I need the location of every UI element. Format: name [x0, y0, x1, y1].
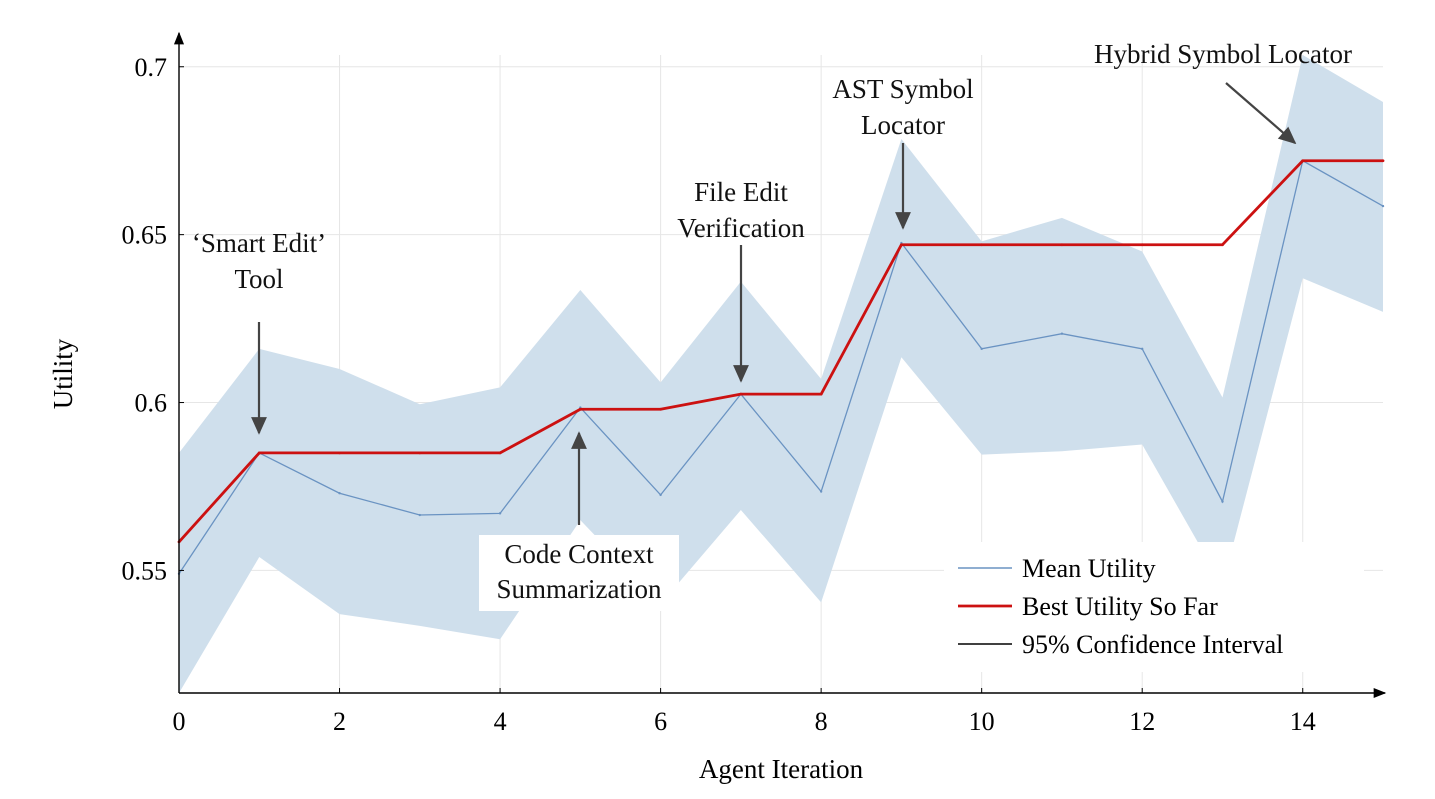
x-tick-label: 6 — [654, 707, 667, 736]
annotation-label: Verification — [677, 213, 805, 243]
annotation: File Edit Verification — [677, 177, 805, 383]
mean-utility-point — [659, 493, 662, 497]
y-tick-label: 0.65 — [122, 221, 168, 250]
annotation-arrow — [1225, 82, 1297, 145]
x-tick-label: 4 — [494, 707, 507, 736]
annotation-label: Tool — [234, 264, 283, 294]
annotation-label: Hybrid Symbol Locator — [1094, 39, 1352, 69]
x-tick-label: 14 — [1290, 707, 1316, 736]
legend-item: 95% Confidence Interval — [958, 630, 1283, 659]
x-tick-label: 2 — [333, 707, 346, 736]
annotation-label: Locator — [861, 110, 945, 140]
x-tick-label: 10 — [969, 707, 995, 736]
annotation: AST Symbol Locator — [832, 74, 974, 230]
y-axis-title: Utility — [48, 338, 78, 409]
best-utility-point — [418, 451, 422, 455]
annotation-label: File Edit — [694, 177, 788, 207]
annotation-label: Code Context — [504, 539, 654, 569]
best-utility-point — [900, 243, 903, 247]
mean-utility-point — [338, 492, 341, 495]
legend: Mean Utility Best Utility So Far 95% Confi… — [944, 542, 1364, 672]
legend-label: 95% Confidence Interval — [1022, 630, 1283, 659]
mean-utility-point — [1060, 332, 1064, 335]
annotation: Hybrid Symbol Locator — [1094, 39, 1352, 145]
mean-utility-point — [418, 513, 421, 517]
best-utility-point — [980, 243, 984, 247]
annotation-label: ‘Smart Edit’ — [192, 228, 326, 258]
x-axis-title: Agent Iteration — [699, 754, 864, 784]
annotation-backdrop — [479, 535, 679, 611]
best-utility-point — [1301, 159, 1305, 163]
mean-utility-point — [980, 347, 983, 351]
best-utility-point — [1221, 243, 1224, 247]
x-tick-label: 8 — [815, 707, 828, 736]
annotation-label: Summarization — [497, 574, 662, 604]
y-tick-label: 0.55 — [122, 556, 168, 585]
best-utility-point — [498, 451, 502, 455]
confidence-interval-band — [179, 55, 1383, 693]
best-utility-point — [1140, 243, 1144, 247]
best-utility-point — [1381, 159, 1385, 163]
best-utility-point — [257, 451, 261, 455]
legend-label: Best Utility So Far — [1022, 592, 1218, 621]
y-tick-label: 0.6 — [135, 389, 168, 418]
mean-utility-line — [178, 159, 1384, 575]
best-utility-line — [177, 159, 1383, 543]
axes-layer: 0 2 4 6 8 10 12 14 0.55 0.6 0.65 0.7 Agent Iteration… — [48, 31, 1387, 784]
legend-item: Best Utility So Far — [958, 592, 1218, 621]
series-lines-layer — [177, 159, 1385, 575]
confidence-band-layer — [179, 55, 1383, 693]
x-tick-label: 0 — [173, 707, 186, 736]
y-tick-label: 0.7 — [135, 53, 168, 82]
annotations-layer: ‘Smart Edit’ Tool Code Context Summarizatio… — [192, 39, 1352, 611]
mean-utility-point — [1221, 500, 1224, 503]
legend-box — [944, 542, 1364, 672]
best-utility-point — [338, 451, 341, 455]
annotation: ‘Smart Edit’ Tool — [192, 228, 326, 435]
annotation: Code Context Summarization — [479, 431, 679, 611]
best-utility-point — [1060, 243, 1064, 247]
legend-label: Mean Utility — [1022, 554, 1156, 583]
x-tick-label: 12 — [1129, 707, 1155, 736]
annotation-label: AST Symbol — [832, 74, 973, 104]
best-utility-point — [739, 392, 743, 396]
mean-utility-point — [1381, 204, 1385, 208]
legend-item: Mean Utility — [958, 554, 1156, 583]
best-utility-point — [819, 392, 823, 396]
best-utility-point — [659, 407, 662, 411]
mean-utility-point — [1141, 347, 1144, 351]
mean-utility-point — [819, 490, 823, 493]
mean-utility-point — [498, 512, 502, 515]
best-utility-point — [578, 407, 582, 411]
